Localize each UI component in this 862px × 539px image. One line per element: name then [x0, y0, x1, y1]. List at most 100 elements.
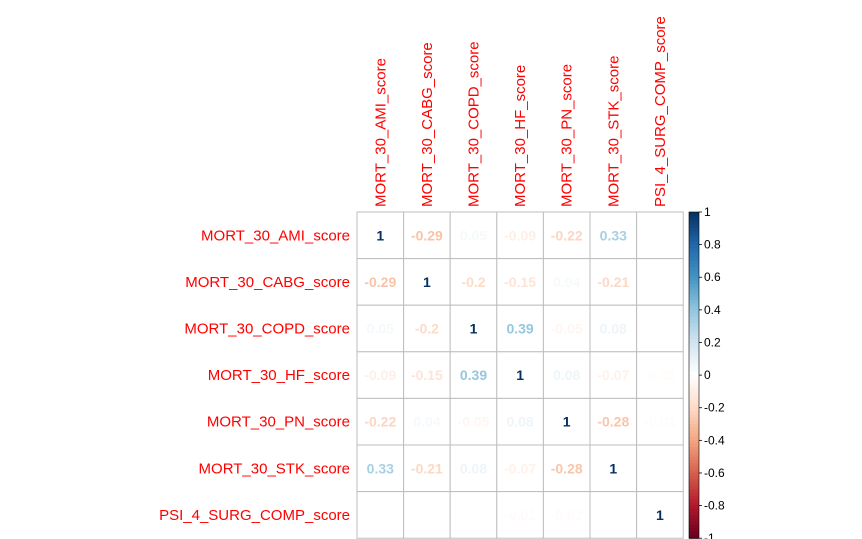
cell-value: 0.04: [553, 274, 580, 290]
cell-value: -0.22: [364, 414, 396, 430]
matrix-cell: [403, 211, 451, 260]
cell-value: -0.09: [364, 367, 396, 383]
column-label: MORT_30_HF_score: [512, 65, 529, 207]
colorbar-segment: [689, 228, 699, 233]
matrix-cell: [636, 351, 684, 399]
colorbar-segment: [689, 345, 699, 350]
colorbar-segment: [689, 378, 699, 383]
cell-value: 1: [609, 460, 617, 476]
colorbar-segment: [689, 280, 699, 285]
cell-value: 0.33: [600, 227, 627, 243]
colorbar-segment: [689, 375, 699, 379]
colorbar-segment: [689, 329, 699, 334]
matrix-cell: [356, 397, 405, 446]
colorbar-segment: [689, 486, 699, 490]
matrix-cell: [356, 258, 405, 306]
cell-value: 0.08: [506, 414, 533, 430]
colorbar-segment: [689, 352, 699, 357]
colorbar-segment: [689, 394, 699, 399]
colorbar-tick-label: -0.6: [704, 466, 725, 480]
row-labels: MORT_30_AMI_score MORT_30_CABG_score MORT_…: [159, 227, 350, 524]
cell-value: -0.02: [504, 507, 536, 523]
colorbar-segment: [689, 502, 699, 507]
matrix-cell: [496, 444, 544, 493]
colorbar-segment: [689, 257, 699, 262]
cell-value: 0.04: [413, 414, 440, 430]
colorbar-segment: [689, 287, 699, 291]
colorbar-segment: [689, 384, 699, 389]
matrix-cell: [356, 444, 405, 493]
cell-value: 0.08: [460, 460, 487, 476]
colorbar-segment: [689, 420, 699, 425]
column-label: MORT_30_PN_score: [559, 64, 576, 207]
colorbar-segment: [689, 404, 699, 409]
colorbar-segment: [689, 365, 699, 370]
colorbar-segment: [689, 260, 699, 265]
colorbar-segment: [689, 531, 699, 536]
colorbar-segment: [689, 309, 699, 314]
cell-value: 0.05: [367, 321, 394, 337]
matrix-cell: [496, 491, 544, 539]
colorbar-segment: [689, 512, 699, 516]
colorbar-segment: [689, 212, 699, 216]
cell-value: -0.21: [597, 274, 629, 290]
cell-value: -0.15: [411, 367, 443, 383]
cell-value: -0.2: [461, 274, 485, 290]
row-label: MORT_30_COPD_score: [184, 321, 350, 338]
colorbar-segment: [689, 391, 699, 396]
colorbar-segment: [689, 319, 699, 324]
cell-value: -0.21: [411, 460, 443, 476]
colorbar-segment: [689, 247, 699, 252]
colorbar-segment: [689, 362, 699, 366]
colorbar-tick-label: 0.2: [704, 335, 721, 349]
colorbar-segment: [689, 277, 699, 282]
colorbar-segment: [689, 437, 699, 441]
colorbar-segment: [689, 368, 699, 373]
colorbar-segment: [689, 430, 699, 435]
matrix-cell: [356, 351, 405, 399]
matrix-cell: [542, 444, 591, 493]
colorbar-segment: [689, 440, 699, 445]
matrix-cell: [542, 304, 591, 353]
colorbar-segment: [689, 515, 699, 520]
matrix-cell: [589, 211, 638, 260]
colorbar-segment: [689, 339, 699, 344]
colorbar-segment: [689, 388, 699, 393]
row-label: PSI_4_SURG_COMP_score: [159, 507, 350, 524]
cell-value: 0.08: [553, 367, 580, 383]
colorbar-segment: [689, 525, 699, 530]
colorbar-tick-label: -0.4: [704, 433, 725, 447]
matrix-cell: [449, 304, 498, 353]
colorbar-tick-label: 0.6: [704, 270, 721, 284]
colorbar-segment: [689, 479, 699, 484]
colorbar-segment: [689, 381, 699, 386]
column-label: MORT_30_AMI_score: [372, 58, 389, 207]
colorbar-segment: [689, 293, 699, 298]
colorbar-segment: [689, 424, 699, 428]
colorbar-segment: [689, 322, 699, 327]
colorbar-segment: [689, 417, 699, 422]
colorbar-segment: [689, 296, 699, 301]
matrix-cell: [589, 304, 638, 353]
colorbar-segment: [689, 427, 699, 432]
row-label: MORT_30_AMI_score: [201, 227, 350, 244]
colorbar-segment: [689, 264, 699, 269]
cell-value: -0.2: [415, 321, 439, 337]
matrix-cell: [403, 491, 451, 539]
cell-value: -0.15: [504, 274, 536, 290]
cell-value: 0.39: [460, 367, 487, 383]
colorbar-segment: [689, 238, 699, 242]
colorbar-segment: [689, 225, 699, 229]
matrix-cell: [356, 211, 405, 260]
cell-value: 0.33: [367, 460, 394, 476]
column-label: PSI_4_SURG_COMP_score: [652, 16, 669, 207]
column-label: MORT_30_CABG_score: [419, 42, 436, 207]
colorbar-segment: [689, 215, 699, 220]
colorbar-segment: [689, 521, 699, 526]
matrix-cell: [403, 444, 451, 493]
row-label: MORT_30_PN_score: [207, 414, 350, 431]
colorbar-segment: [689, 482, 699, 487]
cell-value: 1: [376, 227, 384, 243]
colorbar-segment: [689, 463, 699, 468]
cell-value: 1: [470, 321, 478, 337]
